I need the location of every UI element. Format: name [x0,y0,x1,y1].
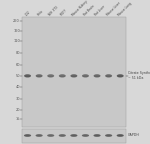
Ellipse shape [105,74,112,77]
Ellipse shape [48,136,54,137]
Text: 50: 50 [15,74,20,78]
Text: LO2: LO2 [25,10,31,17]
Ellipse shape [70,134,77,137]
Ellipse shape [82,136,89,137]
Text: 260: 260 [13,19,20,23]
Ellipse shape [94,76,100,77]
Ellipse shape [82,134,89,137]
Ellipse shape [59,136,66,137]
Text: 110: 110 [13,39,20,43]
Ellipse shape [71,136,77,137]
Ellipse shape [71,76,77,77]
Text: MCF7: MCF7 [59,8,68,17]
Ellipse shape [94,74,100,77]
Ellipse shape [47,74,54,77]
Text: NIH 3T3: NIH 3T3 [48,5,59,17]
Text: Citrate Synthase
~ 51 kDa: Citrate Synthase ~ 51 kDa [128,71,150,80]
Ellipse shape [47,134,54,137]
Ellipse shape [36,136,42,137]
Ellipse shape [105,76,112,77]
Ellipse shape [36,134,43,137]
Text: Rat Brain: Rat Brain [83,4,95,17]
Ellipse shape [24,74,31,77]
Text: Rat Liver: Rat Liver [94,4,106,17]
Ellipse shape [24,136,31,137]
Ellipse shape [24,134,31,137]
Ellipse shape [117,134,124,137]
Text: 30: 30 [15,97,20,101]
Text: 20: 20 [15,108,20,112]
Text: Mouse Liver: Mouse Liver [106,1,121,17]
Ellipse shape [105,136,112,137]
Ellipse shape [117,76,123,77]
Bar [22,17,126,127]
Ellipse shape [36,74,43,77]
Ellipse shape [24,76,31,77]
Ellipse shape [82,76,89,77]
Ellipse shape [70,74,77,77]
Text: 80: 80 [15,51,20,55]
Ellipse shape [82,74,89,77]
Ellipse shape [94,136,100,137]
Ellipse shape [117,74,124,77]
Text: 40: 40 [15,85,20,89]
Ellipse shape [36,76,42,77]
Text: Hela: Hela [36,9,44,17]
Text: 60: 60 [15,64,20,67]
Ellipse shape [59,74,66,77]
Ellipse shape [59,134,66,137]
Ellipse shape [48,76,54,77]
Ellipse shape [59,76,65,77]
Text: 15: 15 [15,116,20,121]
Ellipse shape [117,136,123,137]
Text: Mouse Kidney: Mouse Kidney [71,0,88,17]
Ellipse shape [105,134,112,137]
Text: 160: 160 [13,29,20,33]
Bar [22,129,126,143]
Text: Mouse Lung: Mouse Lung [117,1,133,17]
Ellipse shape [93,134,101,137]
Text: GAPDH: GAPDH [128,133,140,137]
